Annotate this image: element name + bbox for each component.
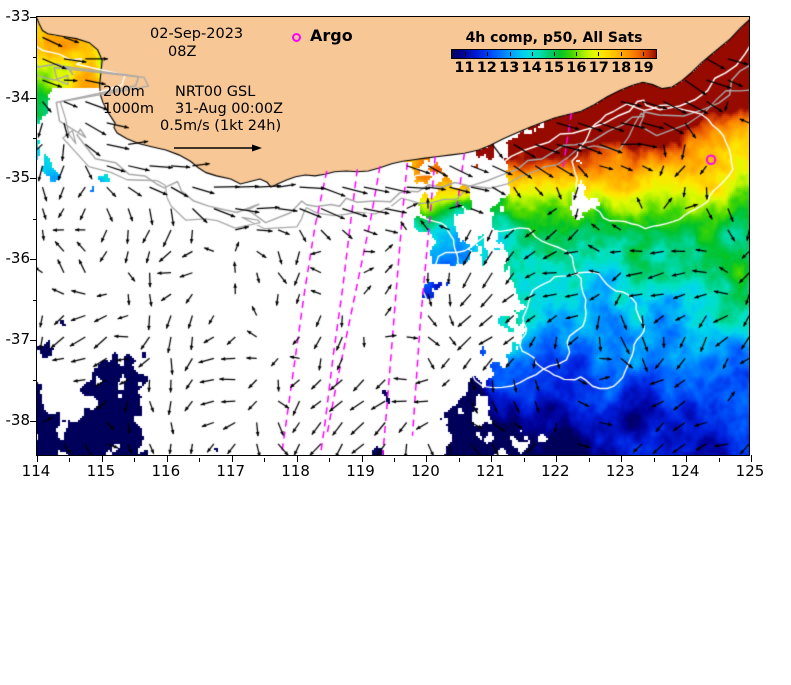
- colorbar-tick: [642, 52, 644, 56]
- x-axis-label: 124: [670, 462, 700, 480]
- colorbar-tick-label: 14: [521, 60, 542, 76]
- y-axis-label: -35: [5, 168, 31, 187]
- colorbar-tick-labels: 11 12 13 14 15 16 17 18 19: [451, 60, 657, 78]
- colorbar-tick: [509, 52, 511, 56]
- x-axis-tick: [556, 455, 558, 462]
- x-axis-tick: [751, 455, 752, 462]
- argo-marker-icon: [292, 33, 301, 42]
- vector-scale-label: 0.5m/s (1kt 24h): [160, 118, 282, 134]
- time-annotation: 08Z: [168, 44, 197, 60]
- x-axis-label: 116: [151, 462, 181, 480]
- x-axis-tick: [37, 455, 38, 462]
- x-axis-tick: [621, 455, 623, 462]
- depth-deep-label: 1000m: [103, 101, 155, 117]
- x-axis-tick: [101, 455, 103, 462]
- colorbar-tick: [487, 52, 489, 56]
- x-axis-minor-tick: [458, 458, 460, 462]
- colorbar[interactable]: 4h comp, p50, All Sats 11 12 13 14 15 16 17 18 1…: [451, 30, 657, 78]
- map-plot-area[interactable]: [36, 16, 750, 456]
- x-axis-minor-tick: [329, 458, 331, 462]
- colorbar-tick-label: 19: [633, 60, 654, 76]
- x-axis-minor-tick: [394, 458, 395, 462]
- x-axis-label: 114: [21, 462, 51, 480]
- colorbar-tick: [598, 52, 600, 56]
- x-axis-label: 122: [540, 462, 570, 480]
- colorbar-title: 4h comp, p50, All Sats: [465, 30, 643, 46]
- x-axis-tick: [491, 455, 493, 462]
- x-axis-label: 123: [605, 462, 635, 480]
- x-axis-minor-tick: [264, 458, 266, 462]
- y-axis-label: -36: [5, 249, 31, 268]
- reference-time-label: 31-Aug 00:00Z: [175, 101, 284, 117]
- x-axis-minor-tick: [718, 458, 720, 462]
- x-axis-tick: [361, 455, 363, 462]
- x-axis-tick: [166, 455, 168, 462]
- colorbar-tick: [531, 52, 533, 56]
- x-axis-label: 120: [411, 462, 440, 480]
- x-axis-label: 118: [281, 462, 310, 480]
- x-axis-label: 121: [476, 462, 505, 480]
- x-axis-label: 117: [216, 462, 246, 480]
- y-axis-label: -34: [5, 87, 31, 106]
- vector-scale-arrow-icon: [174, 144, 262, 152]
- x-axis-label: 125: [735, 462, 765, 480]
- y-axis-label: -37: [5, 329, 31, 348]
- product-label: NRT00 GSL: [175, 84, 256, 100]
- x-axis-minor-tick: [199, 458, 201, 462]
- x-axis-tick: [426, 455, 428, 462]
- colorbar-tick-label: 11: [454, 60, 475, 76]
- sst-heatmap-canvas[interactable]: [36, 16, 750, 456]
- y-axis-label: -38: [5, 410, 31, 429]
- colorbar-tick: [554, 52, 555, 56]
- x-axis-minor-tick: [69, 458, 71, 462]
- colorbar-tick: [576, 52, 578, 56]
- colorbar-tick: [620, 52, 622, 56]
- x-axis-minor-tick: [653, 458, 655, 462]
- colorbar-tick-label: 16: [566, 60, 587, 76]
- colorbar-tick-label: 13: [499, 60, 520, 76]
- x-axis-minor-tick: [523, 458, 525, 462]
- x-axis-tick: [296, 455, 298, 462]
- colorbar-tick-label: 17: [588, 60, 609, 76]
- x-axis-minor-tick: [588, 458, 590, 462]
- y-axis-label: -33: [5, 7, 31, 25]
- colorbar-tick-label: 15: [543, 60, 565, 76]
- colorbar-gradient[interactable]: [451, 49, 657, 59]
- x-axis-minor-tick: [134, 458, 136, 462]
- colorbar-tick: [465, 52, 467, 56]
- depth-shallow-label: 200m: [103, 84, 145, 100]
- x-axis-tick: [686, 455, 688, 462]
- x-axis-label: 115: [86, 462, 116, 480]
- sst-map-figure: 02-Sep-2023 08Z 200m NRT00 GSL 1000m 31-…: [5, 7, 791, 685]
- colorbar-tick-label: 18: [611, 60, 632, 76]
- x-axis-label: 119: [346, 462, 375, 480]
- date-annotation: 02-Sep-2023: [150, 26, 244, 42]
- colorbar-tick-label: 12: [476, 60, 497, 76]
- argo-legend-label: Argo: [310, 26, 353, 45]
- x-axis-tick: [231, 455, 233, 462]
